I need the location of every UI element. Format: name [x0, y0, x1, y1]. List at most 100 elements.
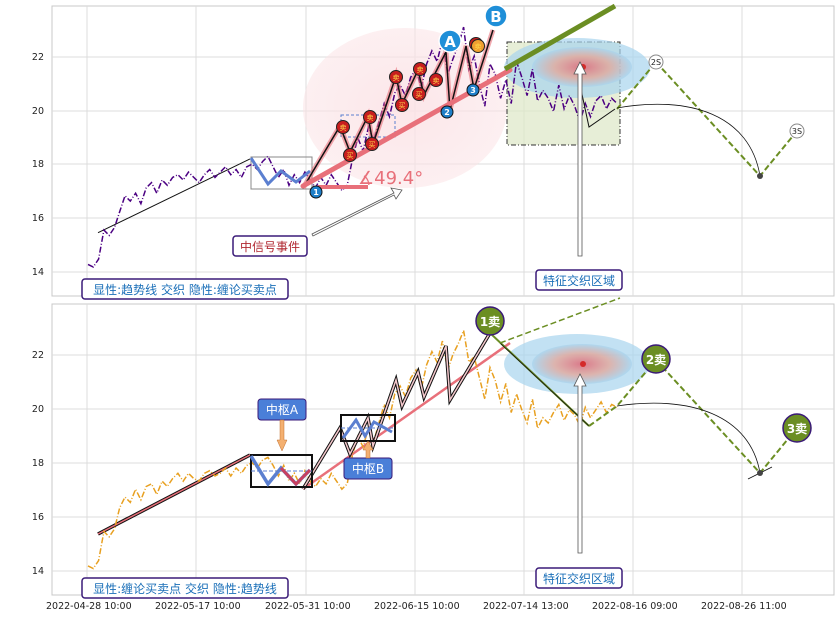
- top-legend-text: 显性:趋势线 交织 隐性:缠论买卖点: [93, 282, 277, 297]
- x-tick-label: 2022-08-26 11:00: [701, 601, 787, 612]
- x-tick-label: 2022-07-14 13:00: [483, 601, 569, 612]
- pivot-a-zigzag-red: [279, 466, 312, 487]
- top-projection-arc: [616, 103, 761, 177]
- badge-b: B: [484, 4, 508, 28]
- bottom-red-support: [302, 341, 511, 491]
- pivot-a-arrow: [276, 419, 288, 452]
- bottom-y-ticks: 14 16 18 20 22: [32, 350, 44, 577]
- signal-callout-text: 中信号事件: [240, 239, 300, 254]
- event-mark: 卖: [429, 73, 443, 87]
- feature-zone-bottom: [504, 334, 650, 394]
- y-tick-label: 22: [32, 52, 44, 63]
- zone-callout-top-text: 特征交织区域: [543, 273, 615, 288]
- sell-3-label: 3卖: [787, 421, 807, 436]
- small-badge-2-label: 2: [444, 108, 450, 117]
- feature-zone-bottom-center: [580, 361, 586, 367]
- top-green-trend: [503, 3, 617, 72]
- top-event-marks: 卖买卖买卖买卖买卖卖卖: [336, 37, 485, 162]
- pivot-b-arrow: [362, 440, 374, 459]
- badge-b-label: B: [490, 8, 501, 26]
- badge-3s-label: 3S: [792, 127, 802, 136]
- event-mark-label: 卖: [475, 43, 482, 51]
- sell-1-badge: 1卖: [475, 306, 505, 336]
- x-tick-label: 2022-08-16 09:00: [592, 601, 678, 612]
- sell-1-label: 1卖: [480, 314, 500, 329]
- angle-label: ∡49.4°: [358, 168, 423, 189]
- top-price-series: [87, 26, 618, 268]
- event-mark: 卖: [389, 70, 403, 84]
- event-mark-label: 买: [416, 91, 423, 99]
- pivot-b-label: 中枢B: [352, 461, 384, 476]
- small-badge-1: 1: [309, 185, 323, 199]
- top-projection-black: [579, 84, 616, 128]
- badge-2s: 2S: [648, 54, 664, 70]
- pivot-a-top-zigzag: [249, 157, 311, 187]
- event-mark-label: 卖: [417, 66, 424, 74]
- small-badge-2: 2: [440, 105, 454, 119]
- sell-2-badge: 2卖: [641, 344, 671, 374]
- bottom-dashed-extension: [499, 297, 621, 344]
- bottom-legend-box: [81, 577, 289, 599]
- x-tick-label: 2022-06-15 10:00: [374, 601, 460, 612]
- event-mark: 卖: [336, 120, 350, 134]
- signal-arrow: [311, 187, 403, 237]
- badge-3s: 3S: [789, 123, 805, 139]
- event-mark: 买: [395, 98, 409, 112]
- y-tick-label: 20: [32, 106, 44, 117]
- bottom-zigzag: [302, 332, 491, 490]
- top-trendline: [97, 158, 251, 234]
- event-mark-label: 卖: [433, 77, 440, 85]
- bottom-projection-black: [499, 342, 590, 427]
- bottom-price-series: [87, 327, 618, 570]
- top-projection-green: [616, 61, 657, 110]
- zone-callout-bottom-text: 特征交织区域: [543, 571, 615, 586]
- top-zigzag: [302, 29, 494, 189]
- bottom-projection-arc: [616, 402, 761, 474]
- y-tick-label: 14: [32, 566, 44, 577]
- event-mark: 卖: [471, 39, 485, 53]
- y-tick-label: 20: [32, 404, 44, 415]
- y-tick-label: 14: [32, 267, 44, 278]
- x-axis-ticks: 2022-04-28 10:00 2022-05-17 10:00 2022-05-…: [46, 601, 787, 612]
- top-y-ticks: 14 16 18 20 22: [32, 52, 44, 278]
- small-badge-3-label: 3: [470, 86, 476, 95]
- y-tick-label: 16: [32, 512, 44, 523]
- y-tick-label: 18: [32, 159, 44, 170]
- pivot-a-label: 中枢A: [266, 402, 299, 417]
- event-mark: 买: [365, 137, 379, 151]
- top-projection-end: [757, 173, 763, 179]
- small-badge-1-label: 1: [313, 188, 319, 197]
- small-badge-3: 3: [466, 83, 480, 97]
- x-tick-label: 2022-05-17 10:00: [155, 601, 241, 612]
- event-mark: 买: [343, 148, 357, 162]
- y-tick-label: 16: [32, 213, 44, 224]
- badge-2s-label: 2S: [651, 58, 661, 67]
- bottom-projection-end: [757, 470, 763, 476]
- event-mark-label: 卖: [393, 74, 400, 82]
- event-mark-label: 卖: [340, 124, 347, 132]
- event-mark: 买: [412, 87, 426, 101]
- zone-callout-top-box: [535, 269, 623, 291]
- x-tick-label: 2022-05-31 10:00: [265, 601, 351, 612]
- y-tick-label: 18: [32, 458, 44, 469]
- pivot-b-zigzag: [341, 417, 393, 439]
- event-mark: 卖: [363, 110, 377, 124]
- event-mark-label: 买: [399, 102, 406, 110]
- bottom-legend-text: 显性:缠论买卖点 交织 隐性:趋势线: [93, 581, 277, 596]
- badge-a: A: [438, 29, 462, 53]
- event-mark-label: 买: [347, 152, 354, 160]
- zone-callout-bottom-box: [535, 567, 623, 589]
- event-mark-label: 卖: [367, 114, 374, 122]
- signal-callout-box: [232, 235, 308, 257]
- event-mark-label: 买: [369, 141, 376, 149]
- zone-arrow-bottom: [573, 373, 587, 554]
- sell-3-badge: 3卖: [782, 413, 812, 443]
- x-tick-label: 2022-04-28 10:00: [46, 601, 132, 612]
- badge-a-label: A: [444, 33, 456, 51]
- sell-2-label: 2卖: [646, 352, 666, 367]
- bottom-projection-up: [588, 359, 657, 427]
